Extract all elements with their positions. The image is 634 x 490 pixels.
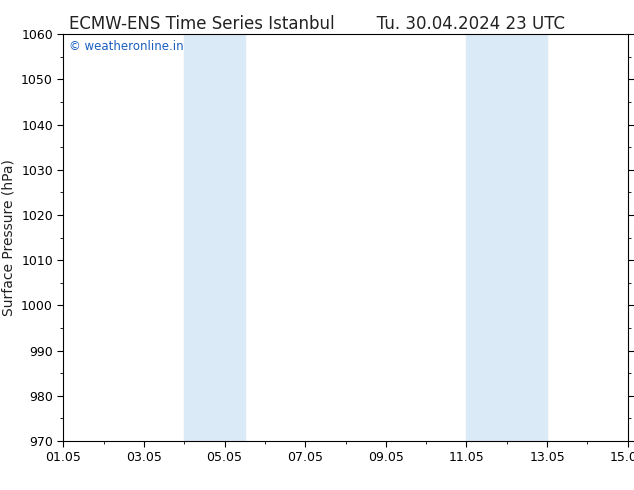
Text: ECMW-ENS Time Series Istanbul        Tu. 30.04.2024 23 UTC: ECMW-ENS Time Series Istanbul Tu. 30.04.… bbox=[69, 15, 565, 33]
Y-axis label: Surface Pressure (hPa): Surface Pressure (hPa) bbox=[1, 159, 16, 316]
Bar bbox=[184, 34, 245, 441]
Bar bbox=[467, 34, 547, 441]
Text: © weatheronline.in: © weatheronline.in bbox=[69, 40, 184, 53]
